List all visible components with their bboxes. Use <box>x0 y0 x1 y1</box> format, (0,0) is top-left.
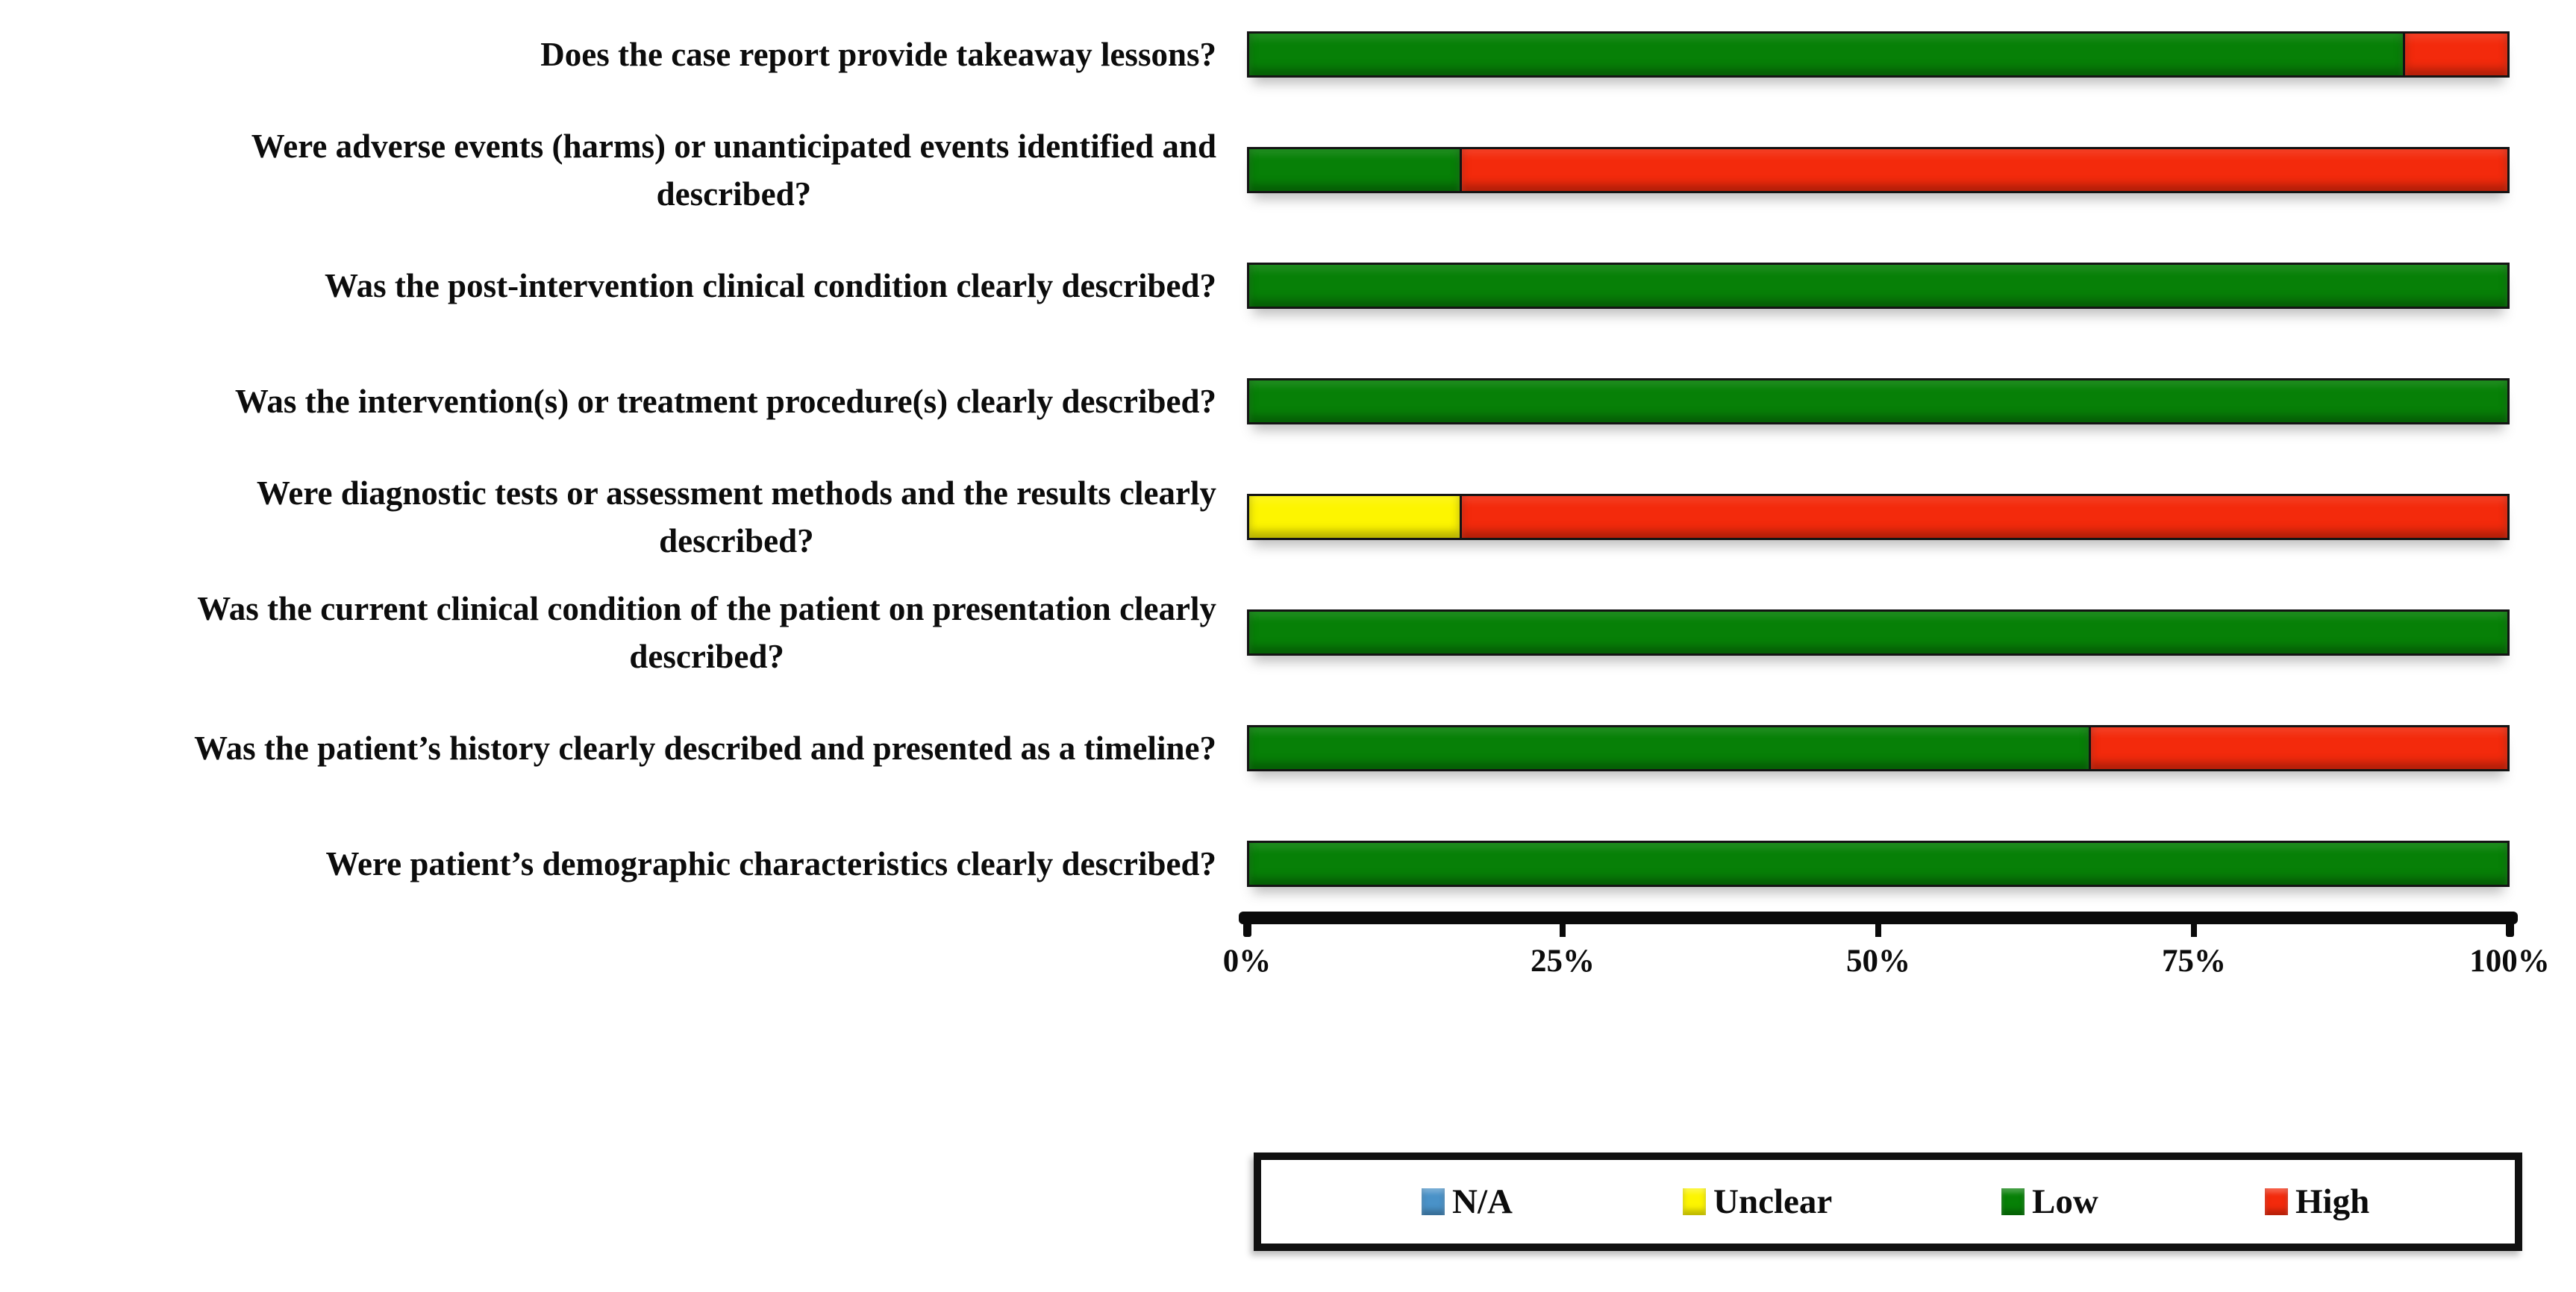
x-axis-tick <box>1560 918 1566 937</box>
question-label: Was the intervention(s) or treatment pro… <box>0 377 1216 425</box>
x-axis-tick-label: 25% <box>1531 944 1595 979</box>
legend-item-high: High <box>2265 1182 2369 1222</box>
legend-swatch-icon <box>1422 1188 1445 1215</box>
bar-segment-low <box>1249 612 2507 653</box>
bar-segment-low <box>1249 265 2507 307</box>
bar-track <box>1247 31 2510 78</box>
x-axis-tick <box>2191 918 2197 937</box>
question-label-text: Does the case report provide takeaway le… <box>540 36 1216 73</box>
question-label-text: Were patient’s demographic characteristi… <box>325 845 1216 882</box>
x-axis-tick-label: 50% <box>1846 944 1910 979</box>
legend-label: Unclear <box>1713 1182 1833 1221</box>
question-label: Were diagnostic tests or assessment meth… <box>0 469 1216 565</box>
bar-segment-low <box>1249 727 2089 769</box>
legend-label: Low <box>2032 1182 2098 1221</box>
bar-segment-high <box>2088 727 2507 769</box>
legend-swatch-icon <box>1683 1188 1706 1215</box>
legend-swatch-icon <box>2265 1188 2288 1215</box>
bar-segment-unclear <box>1249 496 1460 538</box>
x-axis-tick-label: 75% <box>2162 944 2226 979</box>
bar-track <box>1247 378 2510 424</box>
legend: N/A Unclear Low High <box>1254 1153 2522 1251</box>
legend-item-na: N/A <box>1422 1182 1513 1222</box>
legend-item-unclear: Unclear <box>1683 1182 1832 1222</box>
legend-label: N/A <box>1452 1182 1513 1221</box>
bar-segment-low <box>1249 843 2507 885</box>
question-label-text: Was the patient’s history clearly descri… <box>194 730 1216 767</box>
legend-label: High <box>2295 1182 2370 1221</box>
question-label-text: Was the post-intervention clinical condi… <box>325 267 1216 304</box>
x-axis-tick <box>1243 912 1251 937</box>
question-label: Does the case report provide takeaway le… <box>0 31 1216 78</box>
x-axis-tick <box>2506 912 2514 937</box>
bar-segment-high <box>1459 496 2507 538</box>
question-label: Was the post-intervention clinical condi… <box>0 262 1216 310</box>
question-label: Were adverse events (harms) or unanticip… <box>0 122 1216 218</box>
bar-track <box>1247 263 2510 309</box>
bar-segment-low <box>1249 34 2404 75</box>
bar-track <box>1247 147 2510 193</box>
question-label: Was the current clinical condition of th… <box>0 585 1216 680</box>
bar-track <box>1247 609 2510 656</box>
bar-segment-low <box>1249 149 1460 191</box>
bar-track <box>1247 725 2510 771</box>
bar-segment-high <box>1459 149 2507 191</box>
legend-swatch-icon <box>2001 1188 2025 1215</box>
bar-track <box>1247 841 2510 887</box>
bar-segment-low <box>1249 380 2507 422</box>
x-axis-tick-label: 100% <box>2469 944 2550 979</box>
bar-segment-high <box>2403 34 2507 75</box>
question-label-text: Were diagnostic tests or assessment meth… <box>256 474 1216 559</box>
question-label-text: Was the intervention(s) or treatment pro… <box>234 383 1216 420</box>
bar-track <box>1247 494 2510 540</box>
question-label: Were patient’s demographic characteristi… <box>0 840 1216 888</box>
x-axis-tick <box>1875 918 1881 937</box>
legend-item-low: Low <box>2001 1182 2098 1222</box>
question-label: Was the patient’s history clearly descri… <box>0 724 1216 772</box>
question-label-text: Was the current clinical condition of th… <box>197 590 1216 675</box>
question-label-text: Were adverse events (harms) or unanticip… <box>251 128 1216 213</box>
x-axis-tick-label: 0% <box>1222 944 1272 979</box>
